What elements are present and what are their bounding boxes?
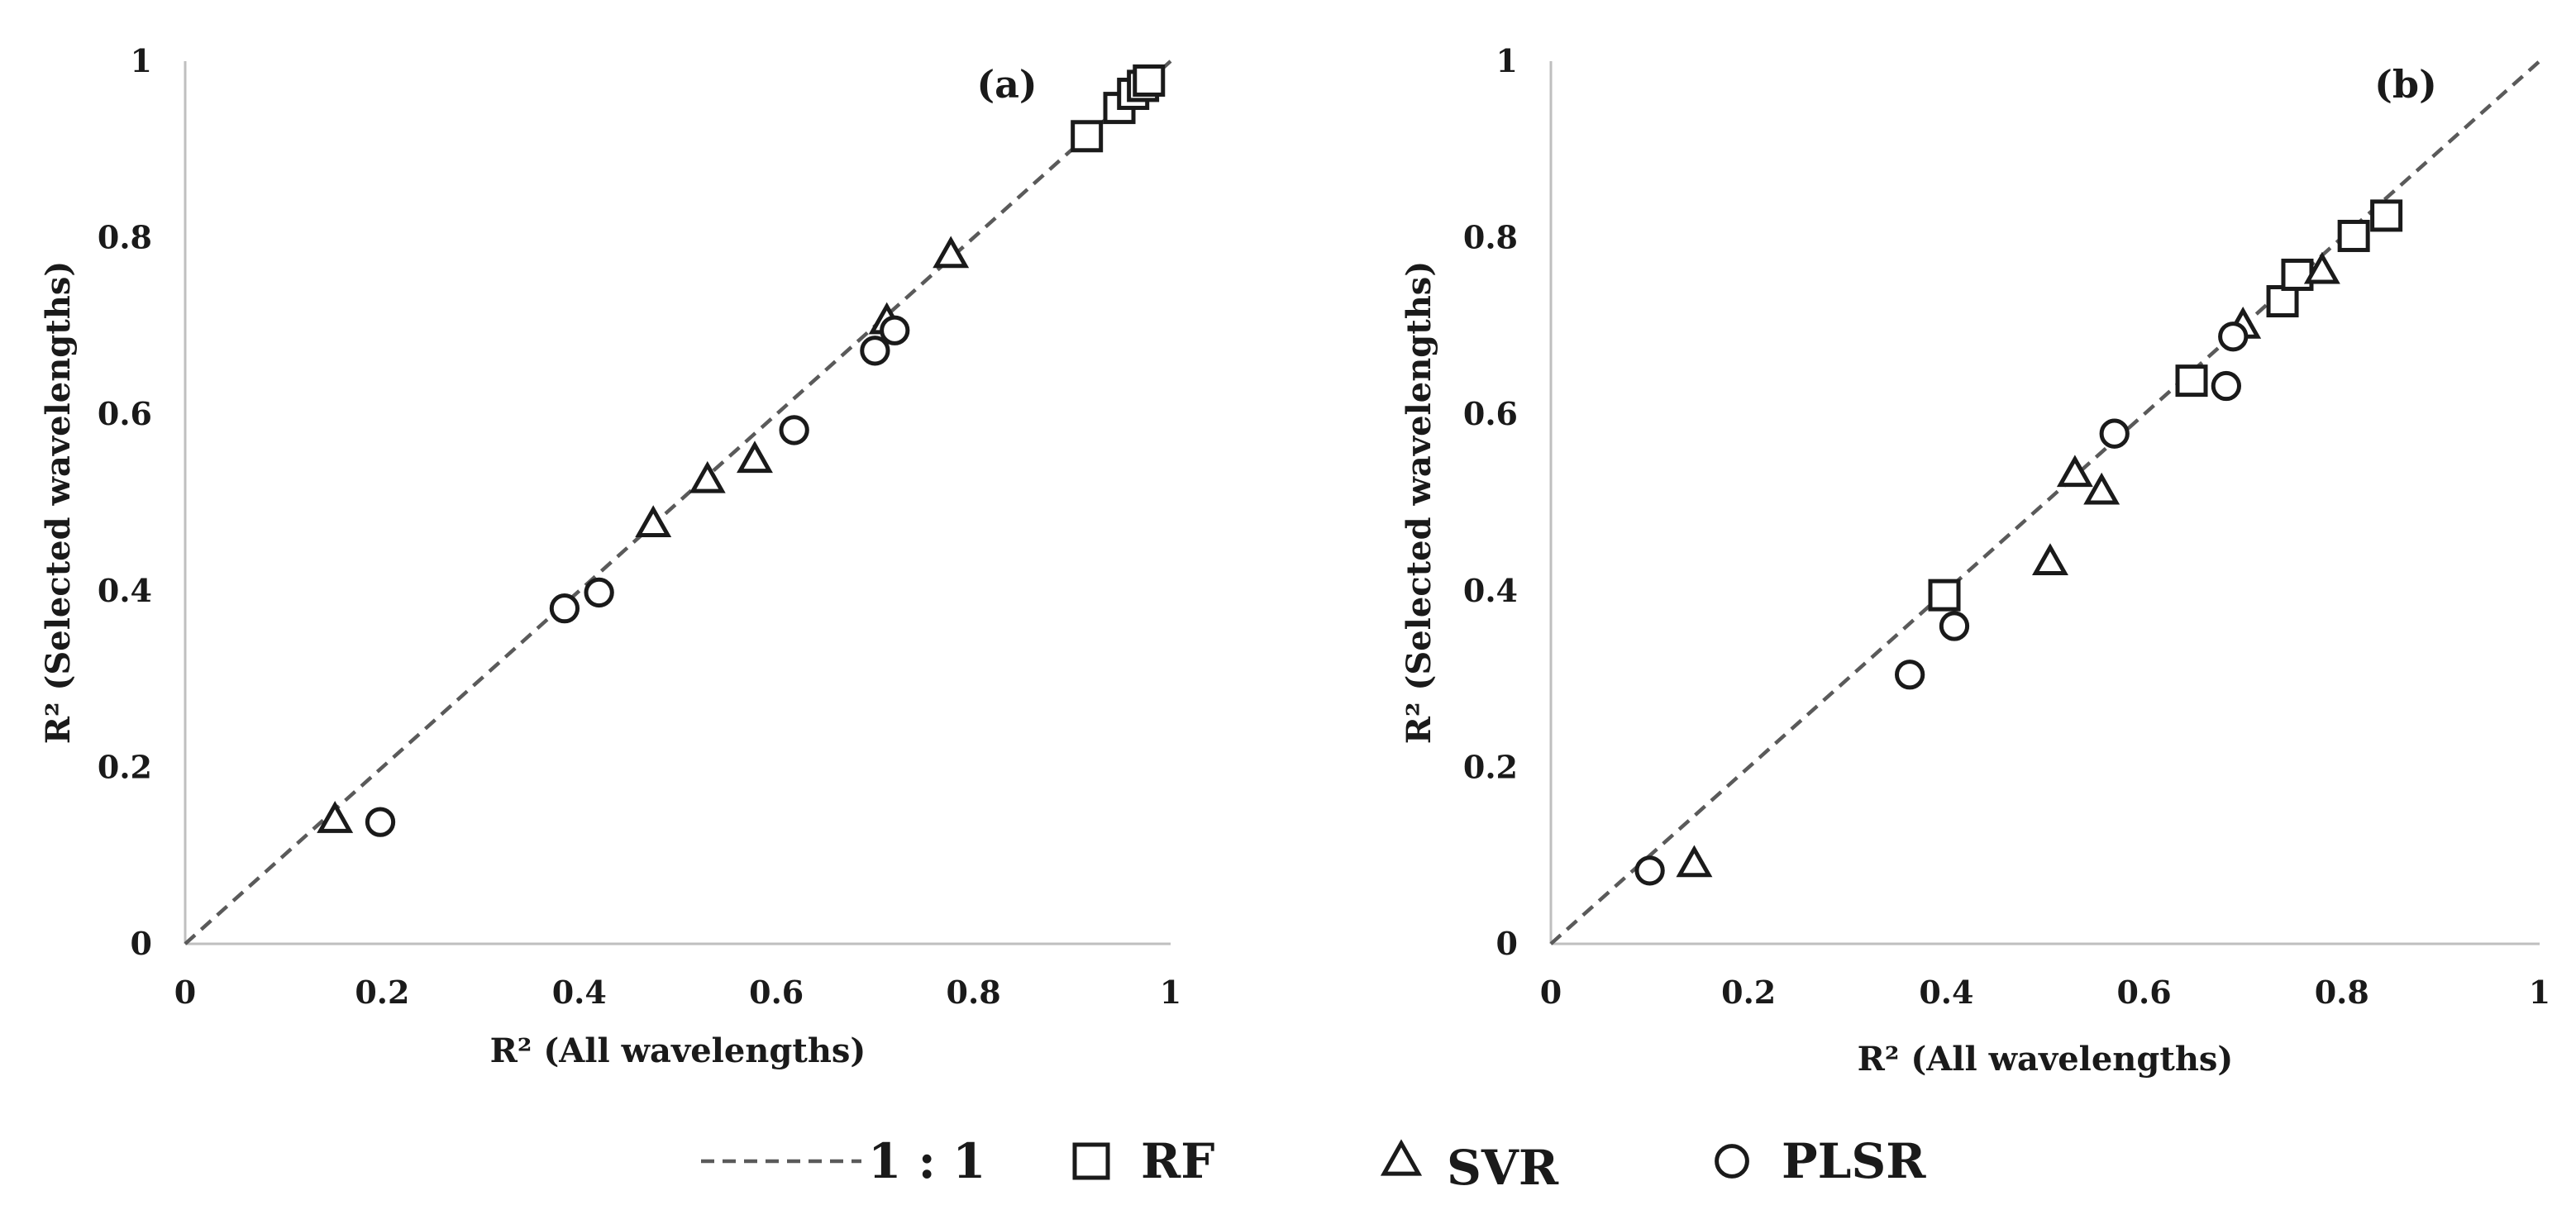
legend-triangle-swatch: [1380, 1139, 1423, 1176]
x-tick-label: 0: [1540, 974, 1562, 1011]
reference-line-1-1: [184, 60, 1172, 945]
svr-point: [317, 801, 354, 833]
x-tick-label: 0.4: [552, 974, 607, 1011]
plsr-point: [2218, 321, 2249, 352]
y-tick-label: 0.2: [98, 748, 152, 785]
x-tick-label: 1: [2529, 974, 2550, 1011]
panel-label: (b): [2374, 62, 2437, 107]
y-axis-title: R² (Selected wavelengths): [1400, 261, 1438, 745]
legend-label-rf: RF: [1141, 1133, 1214, 1189]
y-axis-title: R² (Selected wavelengths): [39, 261, 78, 745]
plsr-point: [549, 593, 580, 624]
x-axis-title: R² (All wavelengths): [490, 1031, 866, 1070]
legend: 1 : 1 RF SVR PLSR: [701, 1133, 1926, 1196]
y-tick-label: 0.4: [1463, 572, 1518, 609]
svr-point: [2032, 543, 2068, 575]
rf-point: [2266, 284, 2299, 317]
y-tick-label: 0.6: [98, 395, 152, 432]
y-tick-label: 0: [1496, 925, 1518, 962]
x-tick-label: 0.6: [2117, 974, 2172, 1011]
y-tick-label: 1: [131, 42, 152, 79]
plsr-point: [1634, 855, 1665, 886]
x-tick-label: 0.6: [749, 974, 804, 1011]
rf-point: [2337, 219, 2370, 252]
rf-point: [2281, 258, 2314, 291]
legend-circle-swatch: [1715, 1144, 1749, 1179]
x-tick-label: 0.8: [947, 974, 1001, 1011]
y-tick-label: 1: [1496, 42, 1518, 79]
legend-label-1-1: 1 : 1: [868, 1133, 986, 1189]
rf-point: [1928, 579, 1961, 612]
svr-point: [2083, 472, 2120, 505]
svr-point: [933, 236, 970, 269]
rf-point: [2370, 199, 2403, 232]
plsr-point: [1895, 660, 1925, 690]
plsr-point: [880, 315, 910, 345]
svr-point: [635, 505, 672, 538]
rf-point: [1133, 64, 1166, 97]
x-tick-label: 1: [1160, 974, 1181, 1011]
rf-point: [2175, 364, 2208, 398]
panel-b: 0 0.2 0.4 0.6 0.8 1 0 0.2 0.4 0.6 0.8 1 R² (All wave…: [1400, 42, 2550, 1079]
svr-point: [689, 460, 726, 493]
svr-point: [2056, 455, 2093, 488]
x-tick-label: 0.2: [1721, 974, 1776, 1011]
legend-label-plsr: PLSR: [1782, 1133, 1926, 1189]
y-tick-label: 0: [131, 925, 152, 962]
x-tick-label: 0.8: [2315, 974, 2369, 1011]
y-tick-label: 0.4: [98, 572, 152, 609]
panel-label: (a): [976, 62, 1037, 107]
x-tick-label: 0: [174, 974, 196, 1011]
svr-point: [1676, 845, 1713, 878]
svr-point: [737, 441, 773, 474]
x-tick-label: 0.2: [355, 974, 409, 1011]
rf-point: [1071, 120, 1104, 153]
y-tick-label: 0.8: [1463, 219, 1518, 256]
plsr-point: [584, 577, 614, 608]
plsr-point: [1939, 611, 1970, 641]
y-tick-label: 0.6: [1463, 395, 1518, 432]
legend-label-svr: SVR: [1447, 1140, 1559, 1196]
y-tick-label: 0.2: [1463, 748, 1518, 785]
plsr-point: [779, 415, 809, 445]
reference-line-1-1: [1549, 60, 2541, 945]
y-tick-label: 0.8: [98, 219, 152, 256]
panel-a: 0 0.2 0.4 0.6 0.8 1 0 0.2 0.4 0.6 0.8 1 R² (All wave…: [39, 42, 1181, 1070]
plsr-point: [2211, 370, 2242, 402]
plsr-point: [2099, 418, 2130, 449]
plsr-point: [860, 336, 890, 366]
svr-point: [2303, 251, 2340, 284]
x-tick-label: 0.4: [1919, 974, 1973, 1011]
plsr-point: [365, 807, 396, 837]
x-axis-title: R² (All wavelengths): [1858, 1040, 2234, 1079]
legend-square-swatch: [1072, 1142, 1110, 1180]
